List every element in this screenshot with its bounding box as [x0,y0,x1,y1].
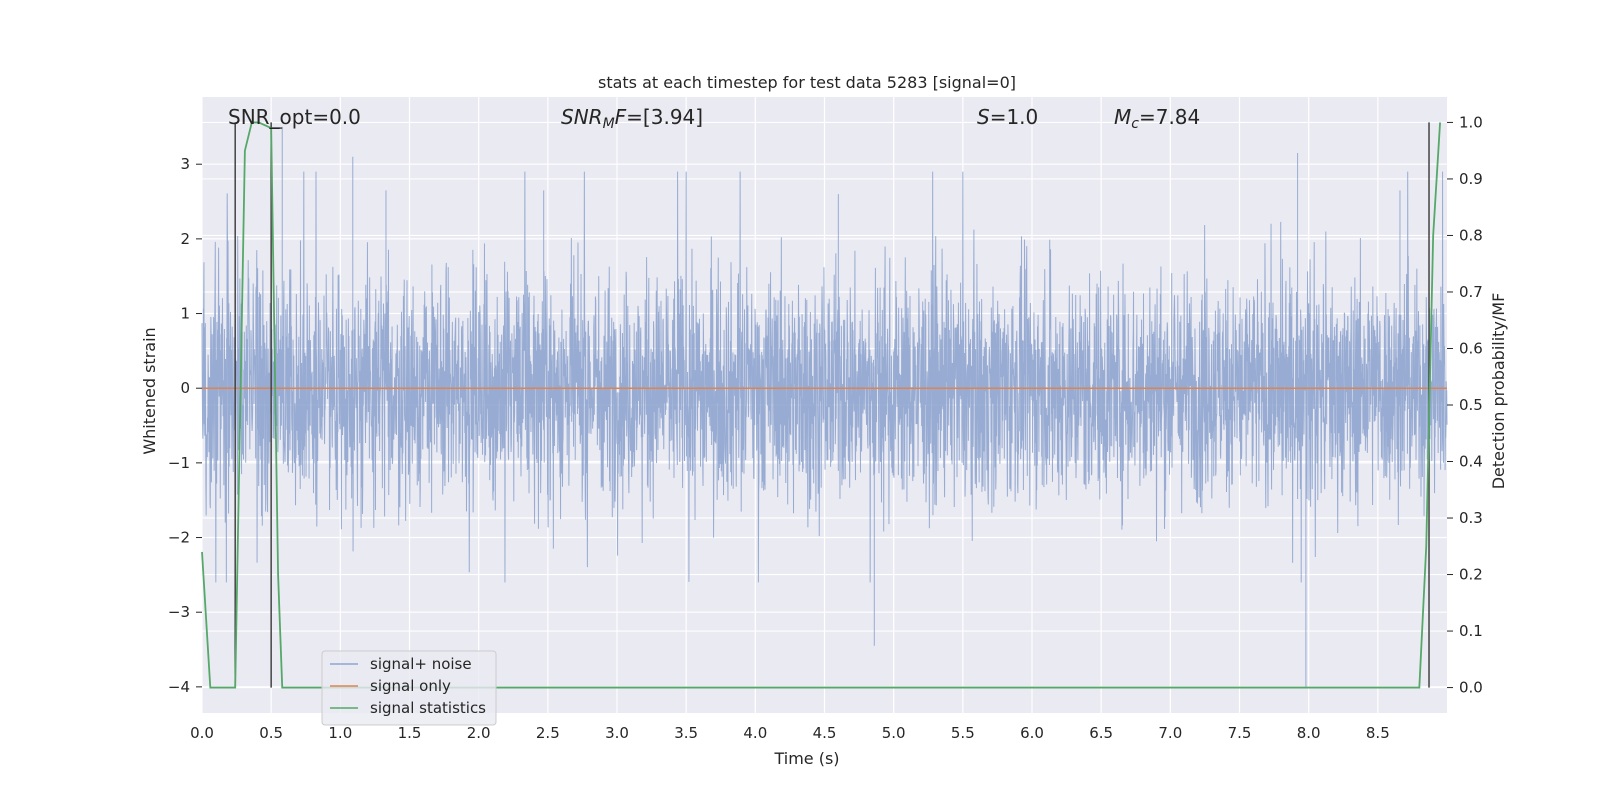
y2-tick-label: 0.8 [1459,226,1483,244]
x-tick-label: 2.5 [536,724,560,742]
y2-axis-ticks: 0.0 0.1 0.2 0.3 0.4 0.5 0.6 0.7 0.8 0.9 1.0 [1447,113,1483,697]
annotation-snr-opt: SNR_opt=0.0 [228,105,361,129]
y2-tick-label: 0.7 [1459,283,1483,301]
x-tick-label: 4.0 [743,724,767,742]
x-tick-label: 7.5 [1228,724,1252,742]
legend: signal+ noise signal only signal statist… [321,650,497,726]
x-tick-label: 5.0 [882,724,906,742]
annotations: SNR_opt=0.0 SNRMF=[3.94] S=1.0 Mc=7.84 [228,105,1200,132]
y2-tick-label: 0.0 [1459,679,1483,697]
y-tick-label: 2 [180,230,190,248]
x-tick-label: 3.5 [674,724,698,742]
x-tick-label: 1.5 [398,724,422,742]
x-tick-label: 4.5 [813,724,837,742]
y-tick-label: −1 [168,454,190,472]
annotation-snr-mf: SNRMF=[3.94] [561,105,703,132]
signal-statistics-line [201,121,1441,689]
x-tick-label: 0.0 [190,724,214,742]
y2-tick-label: 0.5 [1459,396,1483,414]
y-tick-label: −3 [168,603,190,621]
y2-tick-label: 0.1 [1459,622,1483,640]
y2-tick-label: 0.3 [1459,509,1483,527]
x-tick-label: 2.0 [467,724,491,742]
y-tick-label: −2 [168,529,190,547]
annotation-mc: Mc=7.84 [1114,105,1200,132]
legend-label-noise: signal+ noise [370,655,472,673]
y-tick-label: 1 [180,305,190,323]
legend-box [321,650,497,726]
x-tick-label: 1.0 [328,724,352,742]
y2-axis-label: Detection probability/MF [1489,293,1508,490]
x-tick-label: 5.5 [951,724,975,742]
x-axis-ticks: 0.0 0.5 1.0 1.5 2.0 2.5 3.0 3.5 4.0 4.5 5.0 5.5 6.0 6… [190,724,1390,742]
x-tick-label: 6.5 [1089,724,1113,742]
y-tick-label: 3 [180,155,190,173]
noise-line [201,126,1448,687]
annotation-s: S=1.0 [977,105,1038,129]
y2-tick-label: 1.0 [1459,113,1483,131]
y2-tick-label: 0.9 [1459,170,1483,188]
y-axis-ticks: −4 −3 −2 −1 0 1 2 3 [168,155,202,696]
x-tick-label: 8.0 [1297,724,1321,742]
x-tick-label: 0.5 [259,724,283,742]
x-tick-label: 7.0 [1158,724,1182,742]
x-tick-label: 6.0 [1020,724,1044,742]
noise-series [201,126,1448,687]
y-tick-label: 0 [180,379,190,397]
y2-tick-label: 0.4 [1459,453,1483,471]
y2-tick-label: 0.2 [1459,566,1483,584]
x-tick-label: 8.5 [1366,724,1390,742]
legend-label-statistics: signal statistics [370,699,486,717]
x-tick-label: 3.0 [605,724,629,742]
chart-title: stats at each timestep for test data 528… [598,73,1016,92]
legend-label-signal-only: signal only [370,677,451,695]
y2-tick-label: 0.6 [1459,339,1483,357]
x-axis-label: Time (s) [773,749,839,768]
signal-statistics-series [201,121,1441,689]
y-axis-label: Whitened strain [140,327,159,454]
y-tick-label: −4 [168,678,190,696]
